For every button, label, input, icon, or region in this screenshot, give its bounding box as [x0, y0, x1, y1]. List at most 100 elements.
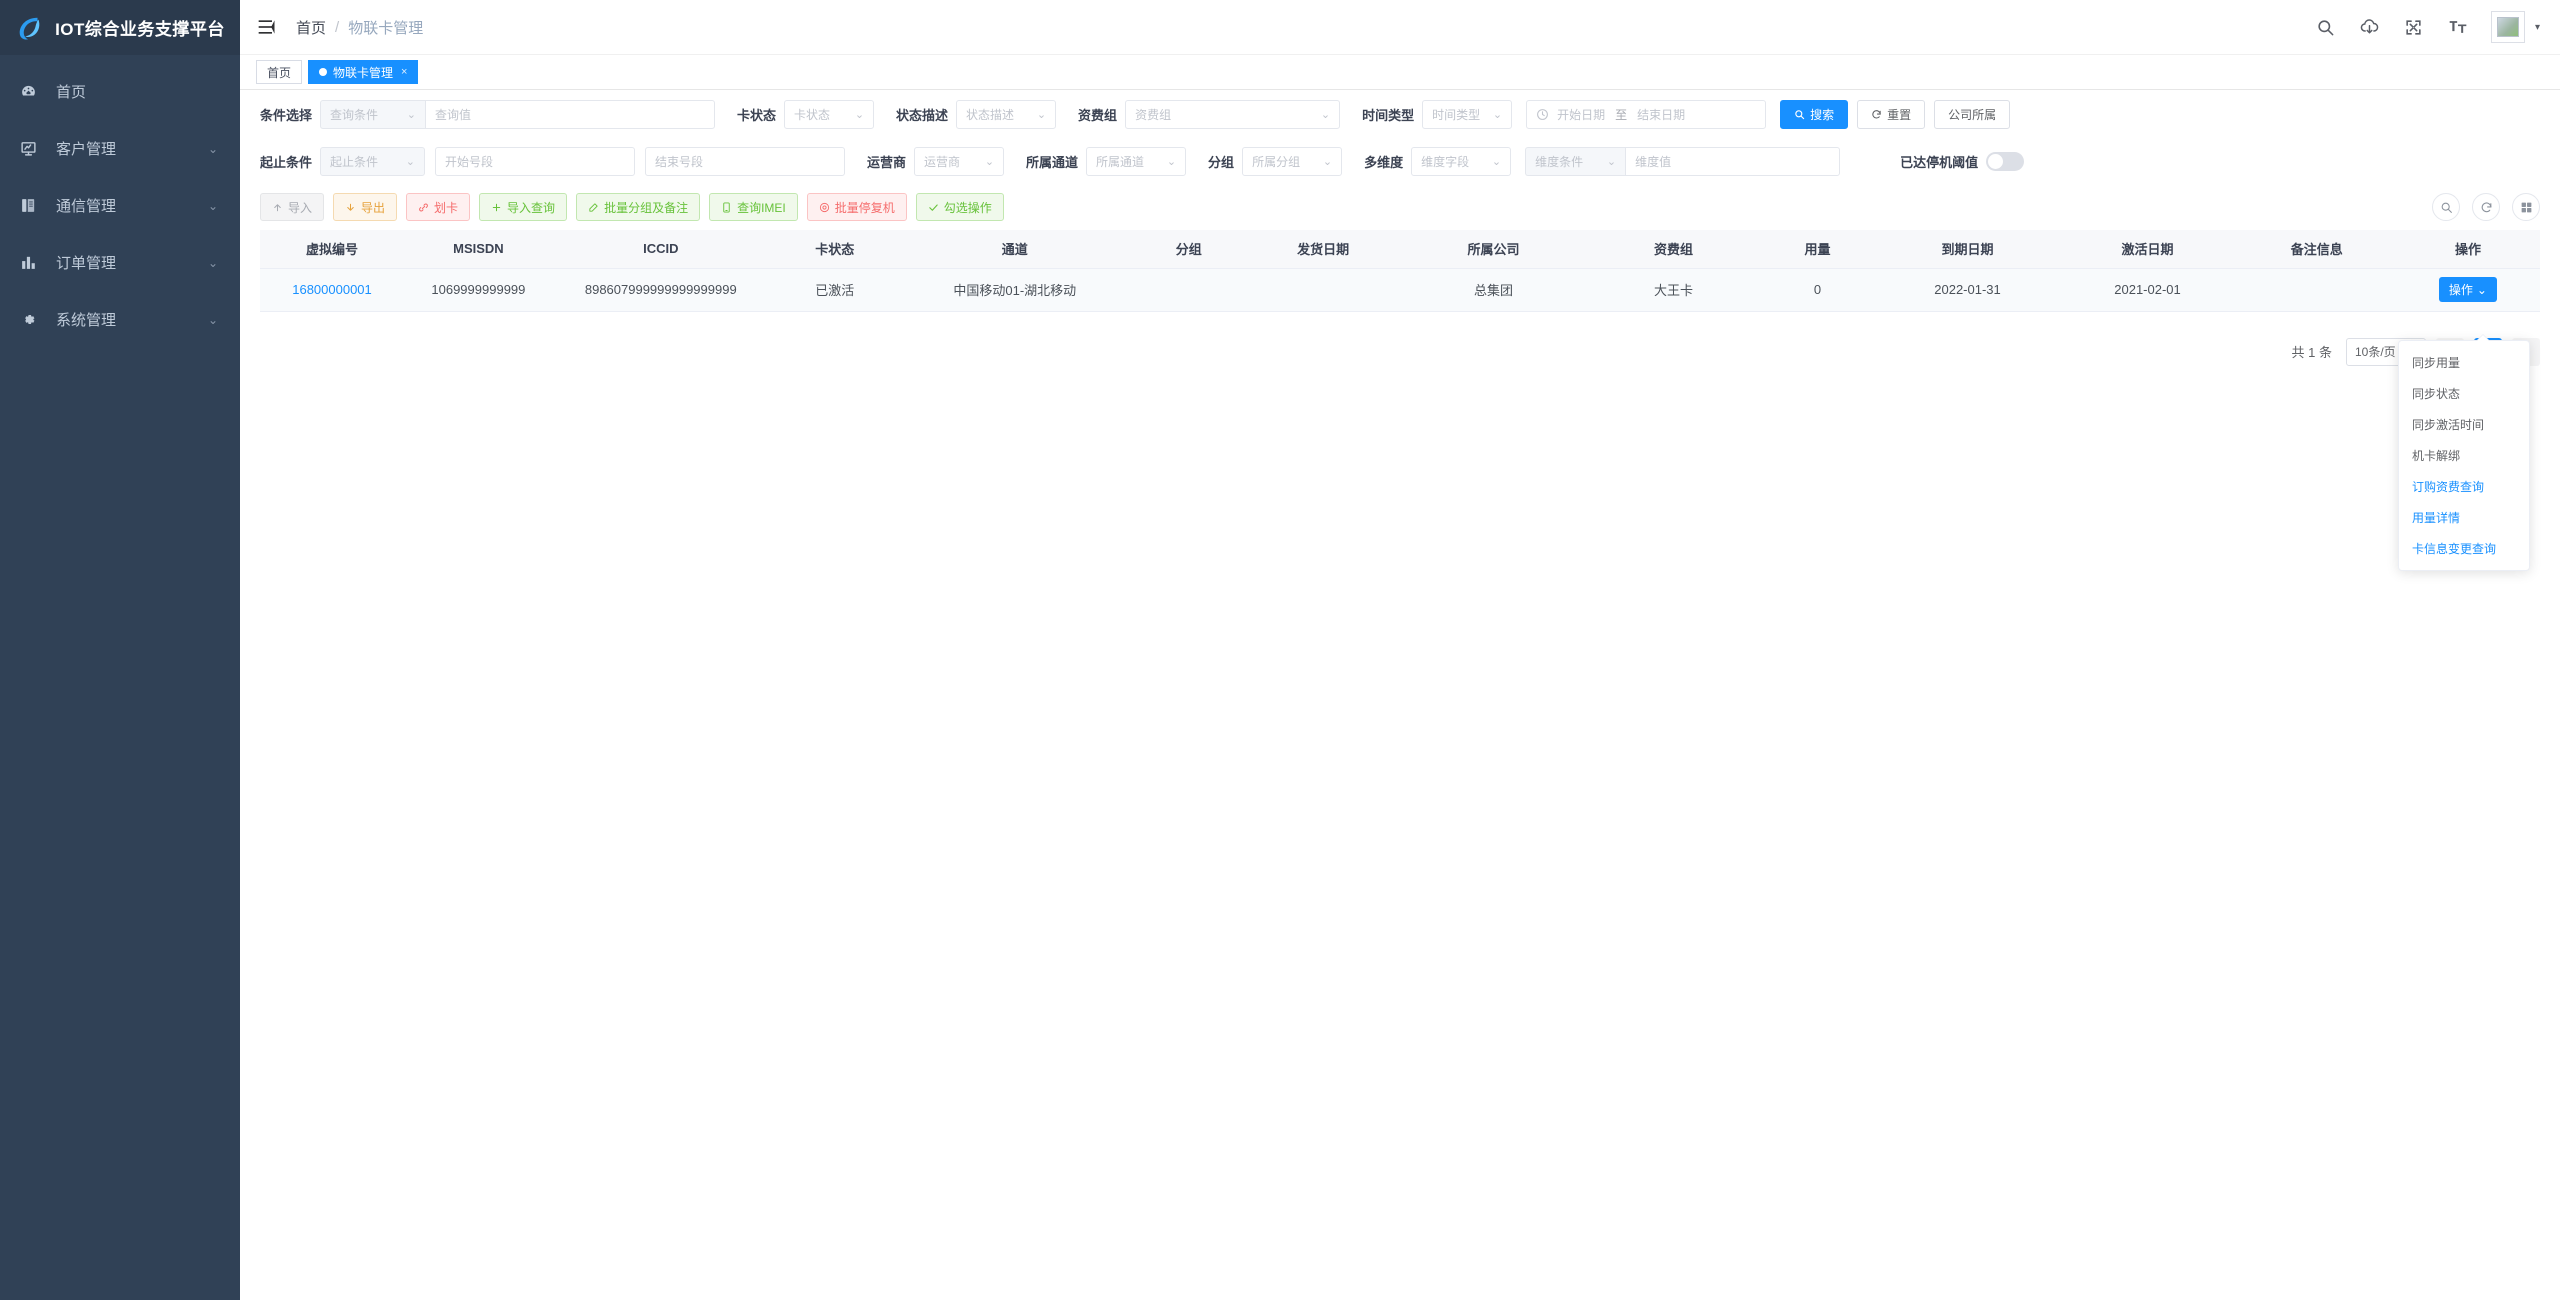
- column-header[interactable]: 卡状态: [768, 230, 901, 269]
- button-label: 划卡: [434, 200, 459, 215]
- dimension-value-input[interactable]: 维度值: [1625, 146, 1841, 176]
- sidebar-item-system[interactable]: 系统管理 ⌄: [0, 291, 240, 348]
- book-icon: [20, 197, 46, 214]
- condition-value-input[interactable]: 查询值: [425, 99, 716, 129]
- column-header[interactable]: 到期日期: [1877, 230, 2058, 269]
- upload-icon: [272, 202, 283, 213]
- operator-select[interactable]: 运营商 ⌄: [914, 146, 1005, 176]
- row-operation-dropdown: 同步用量 同步状态 同步激活时间 机卡解绑 订购资费查询 用量详情 卡信息变更查…: [2398, 340, 2530, 571]
- dropdown-item-order-fee-query[interactable]: 订购资费查询: [2412, 480, 2485, 494]
- row-operation-button[interactable]: 操作 ⌄: [2438, 277, 2497, 302]
- main-area: 首页 / 物联卡管理: [240, 0, 2560, 1300]
- column-header[interactable]: 操作: [2395, 230, 2540, 269]
- search-button[interactable]: 搜索: [1780, 99, 1849, 129]
- dimension-field-select[interactable]: 维度字段 ⌄: [1411, 146, 1512, 176]
- dropdown-item-sync-activation[interactable]: 同步激活时间: [2412, 418, 2485, 432]
- chevron-down-icon: ⌄: [854, 108, 865, 121]
- sidebar-item-home[interactable]: 首页: [0, 63, 240, 120]
- threshold-toggle[interactable]: [1986, 151, 2025, 171]
- hamburger-menu-icon[interactable]: [256, 16, 278, 38]
- query-imei-button[interactable]: 查询IMEI: [709, 193, 798, 221]
- search-icon[interactable]: [2315, 16, 2337, 38]
- cloud-download-icon[interactable]: [2359, 16, 2381, 38]
- date-range-picker[interactable]: 开始日期 至 结束日期: [1526, 99, 1767, 129]
- time-type-select[interactable]: 时间类型 ⌄: [1422, 99, 1513, 129]
- column-header[interactable]: 虚拟编号: [260, 230, 404, 269]
- company-button-label: 公司所属: [1948, 107, 1997, 122]
- status-desc-select[interactable]: 状态描述 ⌄: [956, 99, 1057, 129]
- close-icon[interactable]: ×: [401, 66, 408, 78]
- start-number-input[interactable]: 开始号段: [435, 146, 636, 176]
- page-content: 条件选择 查询条件 ⌄ 查询值 卡状态 卡状态 ⌄ 状态描述: [240, 90, 2560, 1300]
- column-header[interactable]: 激活日期: [2057, 230, 2238, 269]
- column-header[interactable]: 所属公司: [1397, 230, 1590, 269]
- dropdown-item-usage-detail[interactable]: 用量详情: [2412, 511, 2461, 525]
- columns-icon[interactable]: [2512, 193, 2540, 221]
- checked-operation-button[interactable]: 勾选操作: [915, 193, 1004, 221]
- chevron-down-icon: ⌄: [1492, 108, 1503, 121]
- avatar[interactable]: [2490, 11, 2525, 43]
- chevron-down-icon: ⌄: [1320, 108, 1331, 121]
- virtual-no-link[interactable]: 16800000001: [292, 282, 372, 297]
- card-status-select[interactable]: 卡状态 ⌄: [784, 99, 875, 129]
- label-fee-group: 资费组: [1078, 107, 1118, 123]
- sidebar-item-communication[interactable]: 通信管理 ⌄: [0, 177, 240, 234]
- tab-iot-card-management[interactable]: 物联卡管理 ×: [308, 60, 419, 84]
- brand-title: IOT综合业务支撑平台: [55, 20, 225, 39]
- breadcrumb-item-home[interactable]: 首页: [296, 19, 327, 37]
- refresh-icon[interactable]: [2472, 193, 2500, 221]
- search-icon[interactable]: [2432, 193, 2460, 221]
- monitor-icon: [20, 140, 46, 157]
- sidebar-item-order[interactable]: 订单管理 ⌄: [0, 234, 240, 291]
- dimension-value-placeholder: 维度值: [1635, 154, 1672, 169]
- column-header[interactable]: 发货日期: [1248, 230, 1398, 269]
- column-header[interactable]: 用量: [1757, 230, 1878, 269]
- refresh-icon: [1871, 109, 1882, 120]
- column-header[interactable]: 资费组: [1589, 230, 1758, 269]
- logo-area[interactable]: IOT综合业务支撑平台: [0, 0, 240, 55]
- chevron-down-icon: ⌄: [984, 155, 995, 168]
- chevron-down-icon[interactable]: ▾: [2534, 21, 2540, 33]
- reset-button[interactable]: 重置: [1857, 99, 1926, 129]
- chevron-down-icon: ⌄: [1036, 108, 1047, 121]
- condition-select[interactable]: 查询条件 ⌄: [320, 99, 426, 129]
- column-header[interactable]: MSISDN: [404, 230, 553, 269]
- tab-home[interactable]: 首页: [256, 60, 303, 84]
- column-header[interactable]: 备注信息: [2237, 230, 2396, 269]
- dropdown-item-sync-usage[interactable]: 同步用量: [2412, 356, 2461, 370]
- column-header[interactable]: 分组: [1128, 230, 1249, 269]
- card-assign-button[interactable]: 划卡: [406, 193, 471, 221]
- end-number-input[interactable]: 结束号段: [645, 146, 846, 176]
- group-select[interactable]: 所属分组 ⌄: [1242, 146, 1343, 176]
- dashboard-icon: [20, 83, 46, 100]
- table-head: 虚拟编号 MSISDN ICCID 卡状态 通道 分组 发货日期 所属公司 资费…: [260, 230, 2540, 269]
- column-header[interactable]: ICCID: [552, 230, 769, 269]
- fullscreen-icon[interactable]: [2403, 16, 2425, 38]
- column-header[interactable]: 通道: [900, 230, 1129, 269]
- end-number-placeholder: 结束号段: [655, 154, 704, 169]
- dropdown-item-sync-status[interactable]: 同步状态: [2412, 387, 2461, 401]
- chevron-down-icon: ⌄: [207, 198, 218, 213]
- breadcrumb-item-current: 物联卡管理: [348, 19, 424, 37]
- dropdown-item-unbind[interactable]: 机卡解绑: [2412, 449, 2461, 463]
- gear-icon: [20, 311, 46, 328]
- range-select[interactable]: 起止条件 ⌄: [320, 146, 426, 176]
- sidebar-item-customer[interactable]: 客户管理 ⌄: [0, 120, 240, 177]
- channel-select[interactable]: 所属通道 ⌄: [1086, 146, 1187, 176]
- link-icon: [418, 202, 429, 213]
- batch-suspend-resume-button[interactable]: 批量停复机: [806, 193, 907, 221]
- font-size-icon[interactable]: [2447, 16, 2469, 38]
- dropdown-item-card-change-query[interactable]: 卡信息变更查询: [2412, 542, 2497, 556]
- company-button[interactable]: 公司所属: [1934, 99, 2011, 129]
- table-row[interactable]: 16800000001 1069999999999 89860799999999…: [260, 268, 2540, 312]
- cell-ship-date: [1248, 268, 1398, 312]
- import-query-button[interactable]: 导入查询: [479, 193, 568, 221]
- label-time-type: 时间类型: [1362, 107, 1415, 123]
- dimension-condition-select[interactable]: 维度条件 ⌄: [1525, 146, 1626, 176]
- fee-group-select[interactable]: 资费组 ⌄: [1125, 99, 1341, 129]
- batch-group-remark-button[interactable]: 批量分组及备注: [576, 193, 701, 221]
- import-button[interactable]: 导入: [260, 193, 325, 221]
- chevron-down-icon: ⌄: [207, 255, 218, 270]
- avatar-image: [2496, 17, 2519, 37]
- export-button[interactable]: 导出: [333, 193, 398, 221]
